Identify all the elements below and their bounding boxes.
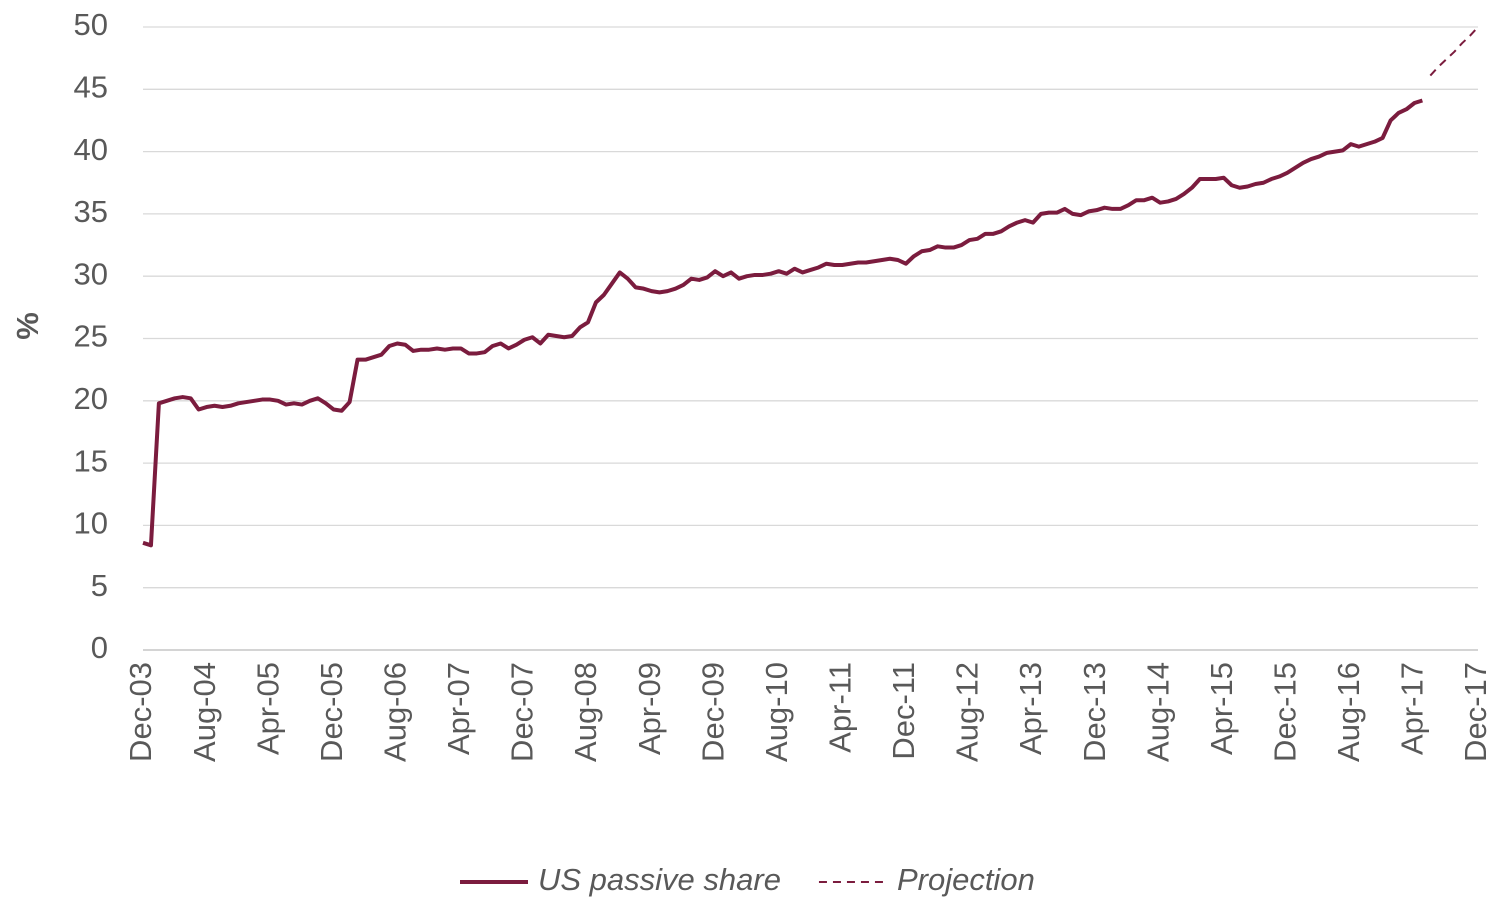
x-tick-label: Dec-15 <box>1267 662 1302 762</box>
y-tick-label: 5 <box>91 568 108 603</box>
x-tick-label: Dec-13 <box>1077 662 1112 762</box>
x-tick-label: Apr-11 <box>822 662 857 753</box>
x-tick-label: Aug-16 <box>1331 662 1366 762</box>
x-tick-label: Aug-12 <box>950 662 985 762</box>
x-tick-label: Apr-15 <box>1204 662 1239 755</box>
y-axis-title: % <box>10 312 45 340</box>
legend-label: US passive share <box>538 862 781 897</box>
x-tick-label: Apr-07 <box>441 662 476 755</box>
x-tick-label: Dec-03 <box>123 662 158 762</box>
x-tick-label: Aug-08 <box>568 662 603 762</box>
y-tick-label: 45 <box>74 69 108 104</box>
x-tick-label: Apr-09 <box>632 662 667 755</box>
x-tick-label: Dec-11 <box>886 662 921 760</box>
y-tick-label: 25 <box>74 319 108 354</box>
y-tick-label: 30 <box>74 256 108 291</box>
y-tick-label: 35 <box>74 194 108 229</box>
x-tick-label: Aug-14 <box>1140 662 1175 762</box>
y-tick-label: 20 <box>74 381 108 416</box>
x-tick-label: Aug-06 <box>377 662 412 762</box>
x-tick-label: Dec-05 <box>314 662 349 762</box>
legend-label: Projection <box>897 862 1035 897</box>
series-line <box>142 98 1423 548</box>
y-tick-label: 15 <box>74 443 108 478</box>
x-tick-label: Dec-17 <box>1458 662 1489 762</box>
x-tick-label: Apr-17 <box>1395 662 1430 755</box>
x-tick-label: Aug-04 <box>187 662 222 762</box>
y-tick-label: 0 <box>91 630 108 665</box>
x-tick-label: Dec-07 <box>505 662 540 762</box>
x-tick-label: Aug-10 <box>759 662 794 762</box>
x-tick-label: Apr-13 <box>1013 662 1048 755</box>
x-tick-label: Dec-09 <box>695 662 730 762</box>
x-tick-label: Apr-05 <box>250 662 285 755</box>
series-line <box>1429 26 1479 77</box>
y-tick-label: 40 <box>74 132 108 167</box>
y-tick-label: 50 <box>74 7 108 42</box>
y-tick-label: 10 <box>74 506 108 541</box>
